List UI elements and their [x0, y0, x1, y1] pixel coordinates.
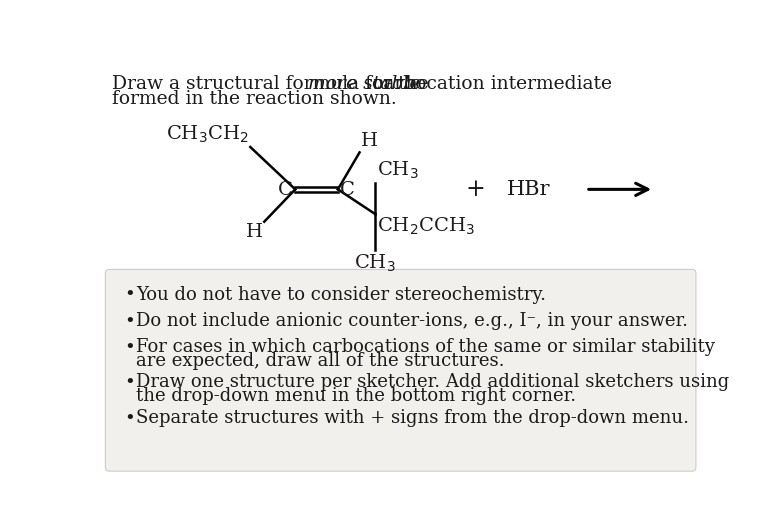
- Text: CH$_2$CCH$_3$: CH$_2$CCH$_3$: [377, 215, 476, 237]
- Text: H: H: [361, 132, 378, 150]
- Text: HBr: HBr: [507, 180, 551, 199]
- Text: •: •: [124, 312, 135, 330]
- Text: Draw one structure per sketcher. Add additional sketchers using: Draw one structure per sketcher. Add add…: [137, 373, 729, 392]
- Text: formed in the reaction shown.: formed in the reaction shown.: [112, 90, 396, 108]
- Text: C: C: [278, 181, 293, 199]
- Text: •: •: [124, 286, 135, 304]
- Text: •: •: [124, 410, 135, 428]
- Text: CH$_3$: CH$_3$: [377, 160, 419, 181]
- Text: You do not have to consider stereochemistry.: You do not have to consider stereochemis…: [137, 286, 547, 304]
- Text: H: H: [246, 223, 262, 241]
- Text: C: C: [341, 181, 355, 199]
- Text: are expected, draw all of the structures.: are expected, draw all of the structures…: [137, 352, 505, 370]
- Text: •: •: [124, 374, 135, 392]
- Text: Separate structures with + signs from the drop-down menu.: Separate structures with + signs from th…: [137, 409, 690, 427]
- Text: CH$_3$CH$_2$: CH$_3$CH$_2$: [166, 123, 249, 145]
- Text: Do not include anionic counter-ions, e.g., I⁻, in your answer.: Do not include anionic counter-ions, e.g…: [137, 312, 688, 330]
- Text: Draw a structural formula for the: Draw a structural formula for the: [112, 74, 434, 93]
- Text: the drop-down menu in the bottom right corner.: the drop-down menu in the bottom right c…: [137, 387, 576, 405]
- Text: CH$_3$: CH$_3$: [355, 253, 396, 274]
- Text: more stable: more stable: [308, 74, 420, 93]
- FancyBboxPatch shape: [105, 269, 696, 471]
- Text: •: •: [124, 339, 135, 357]
- Text: +: +: [466, 178, 486, 201]
- Text: carbocation intermediate: carbocation intermediate: [367, 74, 612, 93]
- Text: For cases in which carbocations of the same or similar stability: For cases in which carbocations of the s…: [137, 338, 715, 356]
